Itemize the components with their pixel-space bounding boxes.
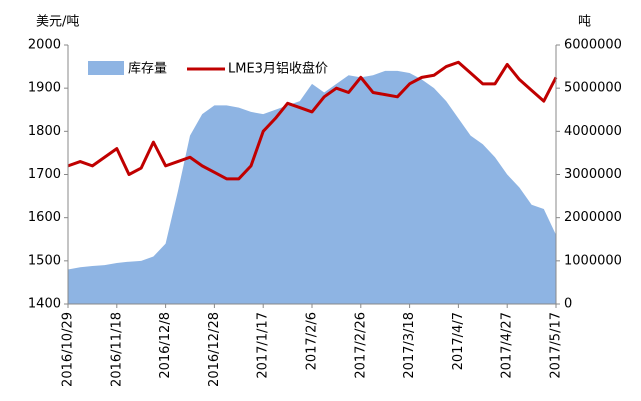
x-tick-label: 2017/2/6 <box>305 312 320 370</box>
legend-swatch <box>88 61 124 75</box>
y2-axis-title: 吨 <box>578 15 591 30</box>
y2-tick-label: 2000000 <box>564 210 622 225</box>
y2-tick-label: 1000000 <box>564 253 622 268</box>
x-tick-label: 2017/1/17 <box>256 312 271 379</box>
x-tick-label: 2016/12/8 <box>158 312 173 379</box>
y-axis-title: 美元/吨 <box>36 15 79 30</box>
y2-tick-label: 5000000 <box>564 81 622 96</box>
legend-label: LME3月铝收盘价 <box>228 61 328 77</box>
x-tick-label: 2017/2/26 <box>353 312 368 379</box>
y-tick-label: 1400 <box>28 297 61 312</box>
x-tick-label: 2017/4/7 <box>451 312 466 370</box>
y-tick-label: 1600 <box>28 210 61 225</box>
legend-label: 库存量 <box>128 61 167 77</box>
x-tick-label: 2016/12/28 <box>207 312 222 387</box>
y2-tick-label: 6000000 <box>564 38 622 53</box>
y-tick-label: 1500 <box>28 253 61 268</box>
x-tick-label: 2017/4/27 <box>500 312 515 379</box>
y-tick-label: 1800 <box>28 124 61 139</box>
y-tick-label: 1700 <box>28 167 61 182</box>
area <box>68 70 556 305</box>
y2-tick-label: 4000000 <box>564 124 622 139</box>
y2-tick-label: 3000000 <box>564 167 622 182</box>
y-tick-label: 1900 <box>28 81 61 96</box>
y2-tick-label: 0 <box>564 297 572 312</box>
x-tick-label: 2016/11/18 <box>109 312 124 387</box>
x-tick-label: 2017/3/18 <box>402 312 417 379</box>
y-tick-label: 2000 <box>28 38 61 53</box>
line <box>67 60 558 181</box>
x-tick-label: 2017/5/17 <box>549 312 564 379</box>
x-tick-label: 2016/10/29 <box>61 312 76 387</box>
